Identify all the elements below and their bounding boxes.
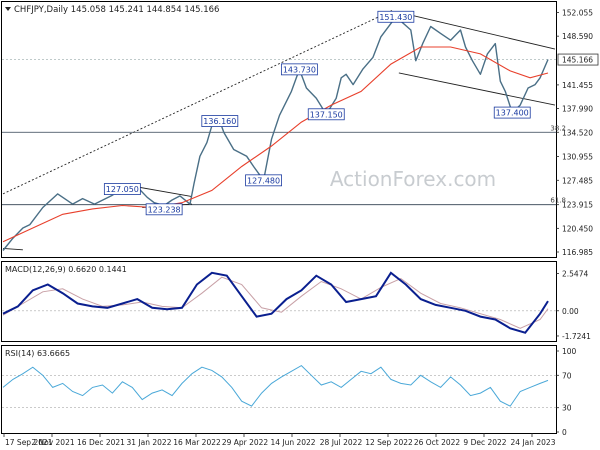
y-tick-label: 137.990 — [562, 105, 593, 114]
x-tick-label: 9 Dec 2022 — [463, 438, 506, 447]
annotation-box — [245, 174, 282, 187]
price-annotations: 151.430 143.730 136.160 137.150 127.050 127.4… — [103, 10, 531, 216]
start-level-line — [2, 248, 23, 251]
y-tick-label: 134.520 — [562, 128, 593, 137]
rsi-y-tick-label: 70 — [562, 371, 572, 380]
annotation-box — [493, 106, 531, 119]
annotation-box — [201, 115, 239, 127]
fib-level-label: 61.8 — [550, 197, 566, 205]
macd-signal-line — [2, 276, 549, 329]
x-tick-label: 12 Sep 2022 — [365, 438, 413, 447]
x-tick-label: 28 Jul 2022 — [320, 438, 363, 447]
x-tick-label: 14 Jun 2022 — [270, 438, 315, 447]
annotation-box — [377, 10, 415, 23]
annotation-box — [103, 183, 141, 195]
annotation-label: 151.430 — [379, 13, 412, 22]
x-tick-label: 17 Sep 2021 — [5, 438, 53, 447]
macd-panel-frame — [1, 261, 557, 342]
rsi-y-tick-label: 30 — [562, 404, 572, 413]
y-tick-label: 148.590 — [562, 32, 593, 41]
macd-line — [2, 271, 549, 334]
x-tick-label: 31 Jan 2022 — [127, 438, 172, 447]
x-tick-label: 26 Oct 2022 — [414, 438, 461, 447]
annotation-label: 137.150 — [310, 110, 343, 119]
annotation-box — [280, 63, 318, 76]
y-tick-label: 123.915 — [562, 201, 593, 210]
macd-y-axis: 2.5474 0.00 -1.7241 — [556, 270, 591, 341]
annotation-label: 136.160 — [203, 117, 236, 126]
chart-header: CHFJPY,Daily 145.058 145.241 144.854 145… — [5, 5, 219, 15]
x-tick-label: 2 Nov 2021 — [31, 438, 74, 447]
annotation-box — [307, 108, 345, 121]
macd-y-tick-label: -1.7241 — [562, 332, 591, 341]
x-tick-label: 29 Apr 2022 — [222, 438, 269, 447]
annotation-box — [145, 203, 183, 216]
price-y-axis: 152.055 148.590 145.166 141.455 137.990 134.5… — [556, 9, 599, 257]
y-tick-label: 127.485 — [562, 176, 593, 185]
annotation-label: 127.050 — [106, 185, 139, 194]
current-price-box — [557, 53, 599, 66]
annotation-label: 143.730 — [283, 65, 316, 74]
triangle-down-icon — [5, 7, 11, 11]
price-panel-frame — [1, 1, 557, 258]
ema-line — [2, 46, 549, 243]
channel-upper-line — [395, 11, 556, 50]
channel-lower-line — [398, 72, 556, 106]
chart-header-text: CHFJPY,Daily 145.058 145.241 144.854 145… — [14, 5, 219, 15]
x-tick-label: 16 Mar 2022 — [173, 438, 221, 447]
y-tick-label: 141.455 — [562, 81, 593, 90]
y-tick-label: 130.955 — [562, 153, 593, 162]
rsi-series — [2, 364, 556, 409]
macd-series — [2, 271, 556, 334]
rsi-title: RSI(14) 63.6665 — [5, 349, 70, 358]
rsi-y-tick-label: 0 — [562, 428, 567, 437]
y-tick-label: 145.166 — [562, 56, 593, 65]
x-tick-label: 16 Dec 2021 — [77, 438, 125, 447]
macd-title: MACD(12,26,9) 0.6620 0.1441 — [5, 265, 127, 274]
y-tick-label: 152.055 — [562, 9, 593, 18]
panel-frames — [1, 1, 557, 434]
rsi-line — [2, 364, 549, 407]
y-tick-label: 120.450 — [562, 224, 593, 233]
macd-y-tick-label: 2.5474 — [562, 270, 588, 279]
rsi-y-tick-label: 100 — [562, 347, 577, 356]
annotation-label: 127.480 — [247, 176, 280, 185]
fib-level-label: 38.2 — [550, 124, 566, 132]
macd-y-tick-label: 0.00 — [562, 307, 579, 316]
rsi-panel-frame — [1, 345, 557, 434]
annotation-label: 137.400 — [496, 109, 529, 118]
rsi-y-axis: 100 70 30 0 — [556, 347, 577, 437]
annotation-label: 123.238 — [148, 205, 181, 214]
x-tick-label: 24 Jan 2023 — [511, 438, 556, 447]
watermark: ActionForex.com — [330, 167, 496, 191]
y-tick-label: 116.985 — [562, 248, 593, 257]
